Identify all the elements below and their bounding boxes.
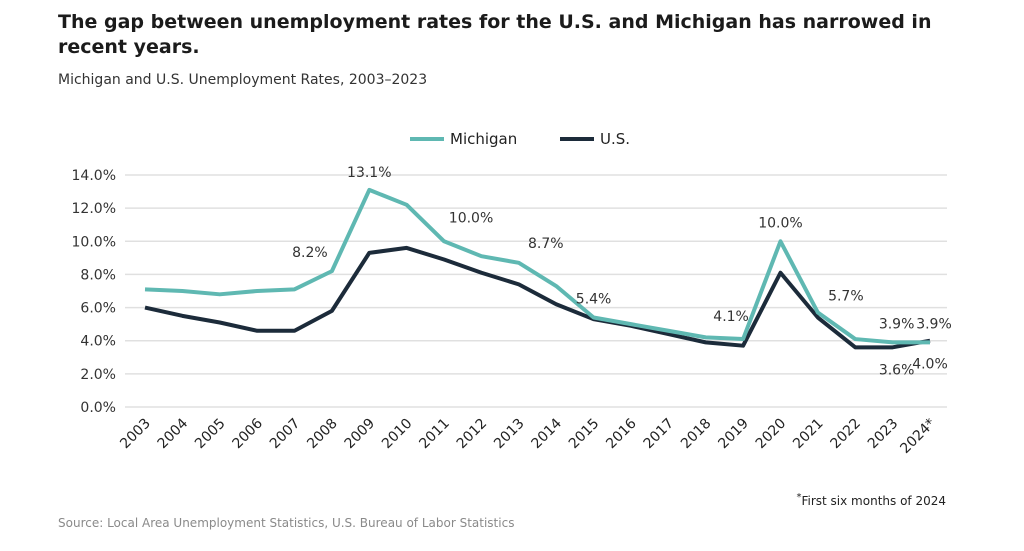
data-label: 3.9% (879, 316, 915, 332)
chart-title: The gap between unemployment rates for t… (58, 11, 932, 58)
data-label: 13.1% (347, 165, 391, 181)
x-tick-label: 2022 (828, 416, 865, 453)
data-label: 3.9% (916, 316, 952, 332)
x-tick-label: 2006 (229, 415, 266, 452)
data-label: 8.2% (292, 245, 328, 261)
x-tick-label: 2015 (566, 416, 603, 453)
x-tick-label: 2020 (753, 416, 790, 453)
y-tick-label: 2.0% (80, 367, 116, 383)
x-tick-label: 2018 (678, 416, 715, 453)
y-tick-label: 0.0% (80, 400, 116, 416)
data-label: 3.6% (879, 362, 915, 378)
series-line-michigan (144, 187, 930, 345)
x-tick-label: 2021 (790, 416, 827, 453)
x-tick-label: 2024* (897, 416, 938, 457)
data-label: 4.0% (912, 357, 948, 373)
data-label: 4.1% (713, 309, 749, 325)
series-line-us (144, 245, 931, 350)
x-tick-label: 2014 (529, 415, 566, 452)
footnote-text: First six months of 2024 (801, 494, 946, 508)
data-label: 8.7% (528, 236, 564, 252)
x-tick-label: 2019 (715, 416, 752, 453)
x-tick-label: 2005 (192, 416, 229, 453)
data-label: 10.0% (449, 210, 493, 226)
x-tick-label: 2010 (379, 416, 416, 453)
data-label: 5.7% (828, 289, 864, 305)
x-tick-label: 2016 (603, 415, 640, 452)
chart-subtitle: Michigan and U.S. Unemployment Rates, 20… (58, 72, 428, 88)
footnote: *First six months of 2024 (796, 492, 946, 508)
y-tick-label: 10.0% (72, 234, 116, 250)
x-tick-label: 2023 (865, 416, 902, 453)
x-tick-label: 2003 (117, 416, 154, 453)
legend-label: Michigan (450, 130, 517, 148)
y-tick-label: 8.0% (80, 267, 116, 283)
footnote-marker: * (796, 492, 802, 503)
y-tick-label: 6.0% (80, 301, 116, 317)
x-tick-label: 2009 (342, 416, 379, 453)
y-tick-label: 12.0% (72, 201, 116, 217)
x-tick-label: 2017 (641, 416, 678, 453)
legend-label: U.S. (600, 130, 630, 148)
y-tick-label: 4.0% (80, 334, 116, 350)
data-label: 5.4% (576, 292, 612, 308)
source-note: Source: Local Area Unemployment Statisti… (58, 516, 515, 530)
x-tick-label: 2011 (416, 416, 453, 453)
x-tick-label: 2013 (491, 416, 528, 453)
y-tick-label: 14.0% (72, 168, 116, 184)
x-tick-label: 2008 (304, 416, 341, 453)
data-label: 10.0% (758, 215, 802, 231)
x-tick-label: 2012 (454, 416, 491, 453)
x-tick-label: 2007 (267, 416, 304, 453)
x-tick-label: 2004 (155, 415, 192, 452)
